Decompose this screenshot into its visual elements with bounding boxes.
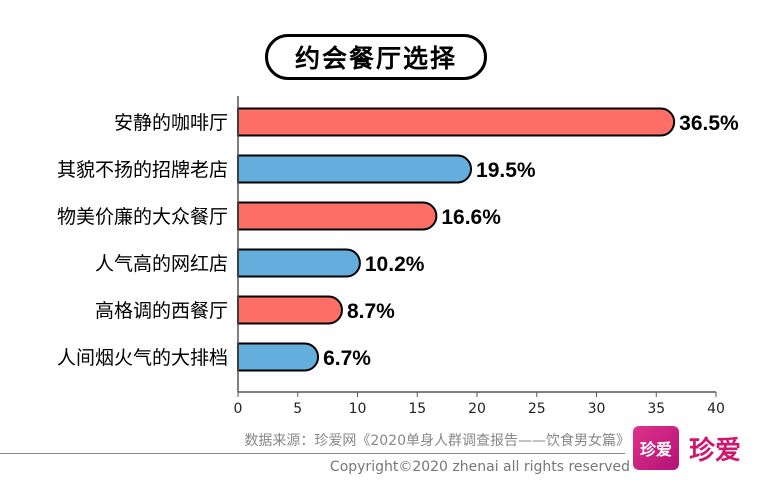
value-label: 16.6% — [441, 206, 501, 229]
x-tick-label: 15 — [408, 401, 426, 417]
category-label: 其貌不扬的招牌老店 — [57, 159, 228, 181]
value-label: 8.7% — [347, 300, 395, 323]
value-label: 10.2% — [365, 253, 425, 276]
x-tick-label: 30 — [588, 401, 606, 417]
x-tick-label: 5 — [293, 401, 302, 417]
chart-title: 约会餐厅选择 — [265, 34, 487, 80]
copyright: Copyright©2020 zhenai all rights reserve… — [329, 459, 630, 475]
x-tick-label: 20 — [468, 401, 486, 417]
brand-logo-text: 珍爱 — [689, 436, 742, 466]
x-tick-label: 10 — [349, 401, 367, 417]
category-label: 安静的咖啡厅 — [114, 112, 228, 134]
x-tick-label: 35 — [647, 401, 665, 417]
data-source: 数据来源：珍爱网《2020单身人群调查报告——饮食男女篇》 — [244, 433, 630, 449]
footer-divider — [0, 453, 625, 454]
category-label: 物美价廉的大众餐厅 — [57, 206, 228, 228]
bar — [237, 201, 438, 231]
bar — [237, 154, 473, 184]
value-label: 19.5% — [476, 159, 536, 182]
brand-logo-icon: 珍爱 — [633, 426, 679, 470]
bar — [237, 107, 676, 137]
bar — [237, 295, 343, 325]
x-tick-label: 40 — [707, 401, 725, 417]
category-label: 人间烟火气的大排档 — [57, 347, 228, 369]
category-label: 人气高的网红店 — [95, 253, 228, 275]
value-label: 36.5% — [679, 112, 739, 135]
x-tick-label: 25 — [528, 401, 546, 417]
category-label: 高格调的西餐厅 — [95, 300, 228, 322]
value-label: 6.7% — [323, 347, 371, 370]
x-tick-label: 0 — [234, 401, 243, 417]
bar — [237, 342, 320, 372]
bar — [237, 248, 361, 278]
